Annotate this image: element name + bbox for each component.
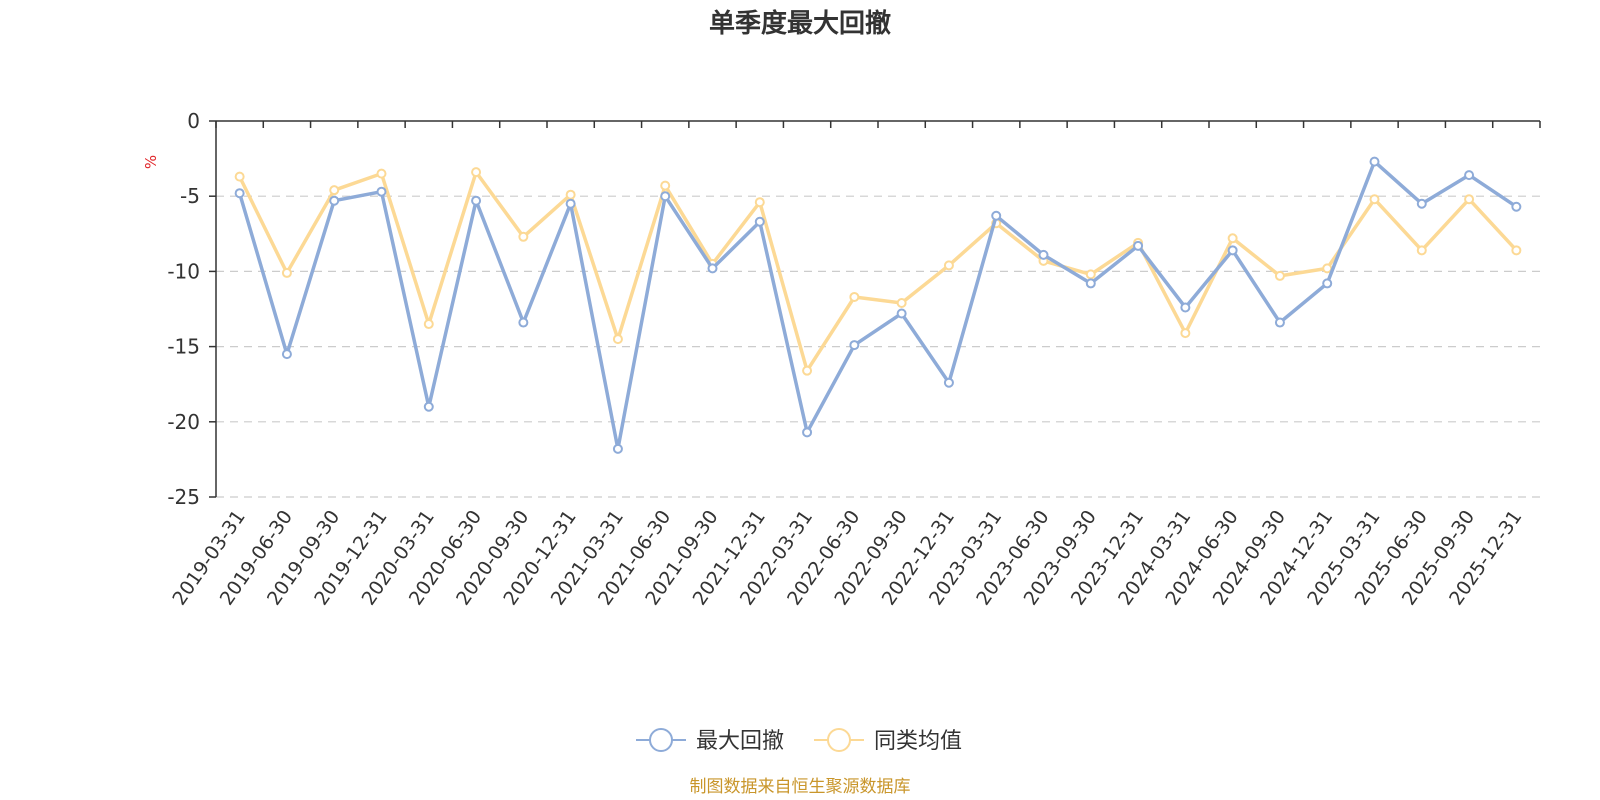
legend-marker-icon xyxy=(827,728,851,752)
data-point[interactable] xyxy=(234,171,245,182)
data-point[interactable] xyxy=(1274,270,1285,281)
y-tick-label: -20 xyxy=(167,410,200,434)
data-point[interactable] xyxy=(754,197,765,208)
data-point[interactable] xyxy=(849,291,860,302)
data-point[interactable] xyxy=(707,263,718,274)
data-point[interactable] xyxy=(423,401,434,412)
data-point[interactable] xyxy=(802,365,813,376)
x-tick-labels: 2019-03-312019-06-302019-09-302019-12-31… xyxy=(168,506,1526,609)
data-point[interactable] xyxy=(518,231,529,242)
legend-marker-icon xyxy=(649,728,673,752)
data-point[interactable] xyxy=(802,427,813,438)
legend-item-peer-average[interactable]: 同类均值 xyxy=(814,728,962,754)
data-point[interactable] xyxy=(1227,245,1238,256)
data-point[interactable] xyxy=(1180,328,1191,339)
y-tick-label: 0 xyxy=(187,109,200,133)
data-point[interactable] xyxy=(660,180,671,191)
data-point[interactable] xyxy=(1133,240,1144,251)
data-point[interactable] xyxy=(565,198,576,209)
data-point[interactable] xyxy=(1085,269,1096,280)
data-point[interactable] xyxy=(660,191,671,202)
series-line xyxy=(237,159,1518,451)
legend-label: 同类均值 xyxy=(874,729,962,754)
data-point[interactable] xyxy=(1322,263,1333,274)
legend: 最大回撤 同类均值 xyxy=(636,728,962,754)
series-peer-average xyxy=(234,167,1522,376)
data-point[interactable] xyxy=(1369,194,1380,205)
data-point[interactable] xyxy=(896,297,907,308)
data-point[interactable] xyxy=(754,216,765,227)
data-point[interactable] xyxy=(329,195,340,206)
data-point[interactable] xyxy=(423,319,434,330)
series-layer xyxy=(234,156,1522,454)
data-source-note: 制图数据来自恒生聚源数据库 xyxy=(690,777,911,797)
y-tick-label: -10 xyxy=(167,259,200,283)
series-max-drawdown xyxy=(234,156,1522,454)
data-point[interactable] xyxy=(943,260,954,271)
data-point[interactable] xyxy=(471,195,482,206)
data-point[interactable] xyxy=(376,186,387,197)
data-point[interactable] xyxy=(612,334,623,345)
y-tick-label: -25 xyxy=(167,485,200,509)
grid-lines xyxy=(216,195,1540,498)
data-point[interactable] xyxy=(1274,317,1285,328)
data-point[interactable] xyxy=(1464,170,1475,181)
chart-title: 单季度最大回撤 xyxy=(709,8,891,39)
data-point[interactable] xyxy=(943,377,954,388)
legend-item-max-drawdown[interactable]: 最大回撤 xyxy=(636,728,784,754)
data-point[interactable] xyxy=(281,267,292,278)
data-point[interactable] xyxy=(1511,245,1522,256)
y-tick-label: -5 xyxy=(180,184,200,208)
data-point[interactable] xyxy=(896,308,907,319)
data-point[interactable] xyxy=(1180,302,1191,313)
data-point[interactable] xyxy=(1322,278,1333,289)
data-point[interactable] xyxy=(471,167,482,178)
y-axis-unit: % xyxy=(142,155,160,169)
data-point[interactable] xyxy=(1227,233,1238,244)
data-point[interactable] xyxy=(991,210,1002,221)
data-point[interactable] xyxy=(1085,278,1096,289)
data-point[interactable] xyxy=(1369,156,1380,167)
data-point[interactable] xyxy=(518,317,529,328)
data-point[interactable] xyxy=(849,340,860,351)
data-point[interactable] xyxy=(565,189,576,200)
series-line xyxy=(238,170,1518,373)
y-tick-labels: 0 -5 -10 -15 -20 -25 xyxy=(167,109,200,509)
data-point[interactable] xyxy=(281,349,292,360)
data-point[interactable] xyxy=(1038,249,1049,260)
data-point[interactable] xyxy=(612,443,623,454)
data-point[interactable] xyxy=(1464,194,1475,205)
y-tick-label: -15 xyxy=(167,335,200,359)
data-point[interactable] xyxy=(234,188,245,199)
data-point[interactable] xyxy=(329,185,340,196)
data-point[interactable] xyxy=(1416,245,1427,256)
data-point[interactable] xyxy=(376,168,387,179)
legend-label: 最大回撤 xyxy=(696,729,784,754)
axes xyxy=(209,120,1541,498)
data-point[interactable] xyxy=(1511,201,1522,212)
data-point[interactable] xyxy=(1416,198,1427,209)
